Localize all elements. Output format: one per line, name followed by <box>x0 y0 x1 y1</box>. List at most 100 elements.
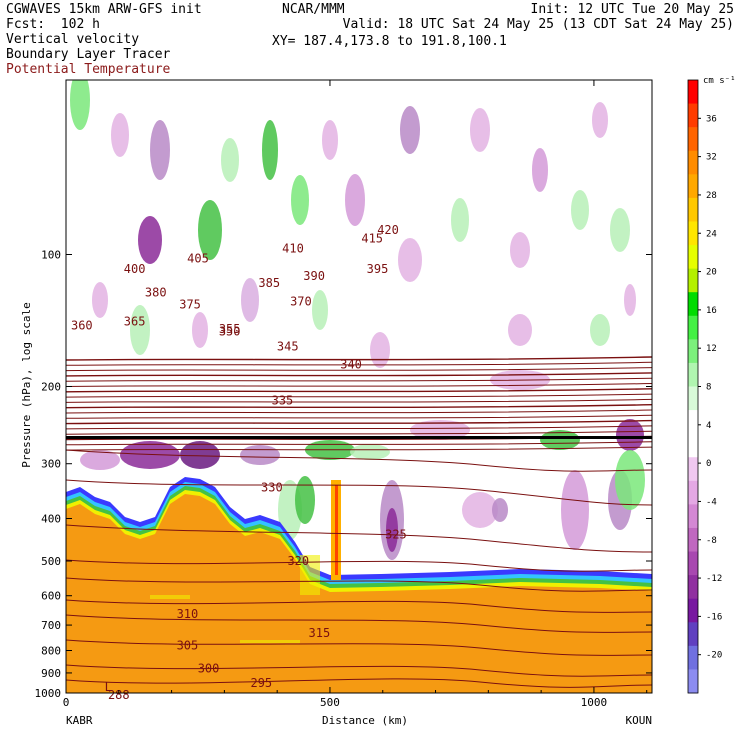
colorbar-label--16: -16 <box>706 612 722 622</box>
colorbar-units: cm s⁻¹ <box>703 76 736 86</box>
velocity-cell <box>180 441 220 469</box>
colorbar-label-0: 0 <box>706 459 711 469</box>
minimum-value: 288 <box>108 688 130 702</box>
colorbar-label-12: 12 <box>706 344 717 354</box>
theta-line <box>66 398 652 403</box>
colorbar-swatch <box>688 268 698 293</box>
velocity-cell <box>312 290 328 330</box>
valid-time: Valid: 18 UTC Sat 24 May 25 (13 CDT Sat … <box>342 17 734 32</box>
velocity-cell <box>221 138 239 182</box>
velocity-cell <box>451 198 469 242</box>
theta-line <box>66 678 652 688</box>
x-end-station: KOUN <box>626 714 653 727</box>
theta-line <box>66 419 652 425</box>
velocity-cell <box>610 208 630 252</box>
velocity-cell <box>111 113 129 157</box>
velocity-cell <box>624 284 636 316</box>
colorbar-swatch <box>688 197 698 222</box>
colorbar-swatch <box>688 80 698 105</box>
theta-label-345: 345 <box>277 339 299 353</box>
colorbar-label-24: 24 <box>706 229 717 239</box>
theta-line <box>66 414 652 419</box>
velocity-cell <box>92 282 108 318</box>
colorbar-swatch <box>688 622 698 647</box>
theta-label-330: 330 <box>261 481 283 495</box>
header-left: CGWAVES 15km ARW-GFS init Fcst: 102 h Ve… <box>6 2 202 77</box>
model-title: CGWAVES 15km ARW-GFS init <box>6 2 202 17</box>
field-layer <box>66 80 652 693</box>
field-potential-temperature: Potential Temperature <box>6 62 171 77</box>
theta-label-355: 355 <box>219 322 241 336</box>
theta-line <box>66 425 652 430</box>
colorbar-swatch <box>688 339 698 364</box>
cross-section-endpoints: XY= 187.4,173.8 to 191.8,100.1 <box>272 34 507 49</box>
field-vertical-velocity: Vertical velocity <box>6 32 140 47</box>
forecast-hour: Fcst: 102 h <box>6 17 100 32</box>
colorbar-label-36: 36 <box>706 114 717 124</box>
y-tick-label-800: 800 <box>41 645 61 658</box>
velocity-cell <box>615 450 645 510</box>
theta-line <box>66 559 652 572</box>
tracer-streak <box>150 595 190 599</box>
theta-label-340: 340 <box>340 357 362 371</box>
velocity-cell <box>532 148 548 192</box>
velocity-cell <box>590 314 610 346</box>
velocity-cell <box>592 102 608 138</box>
theta-line <box>66 372 652 377</box>
theta-label-320: 320 <box>287 554 309 568</box>
velocity-cell <box>540 430 580 450</box>
axes: 0 500 1000 100 200 300 400 500 600 700 800 900 1000 <box>35 80 652 709</box>
theta-label-310: 310 <box>177 607 199 621</box>
colorbar-label-16: 16 <box>706 306 717 316</box>
colorbar-swatch <box>688 315 698 340</box>
x-tick-label-500: 500 <box>320 696 340 709</box>
theta-line <box>66 639 652 656</box>
velocity-cell <box>322 120 338 160</box>
theta-line <box>66 524 652 553</box>
y-tick-label-100: 100 <box>41 248 61 261</box>
theta-label-420: 420 <box>377 223 399 237</box>
velocity-cell <box>571 190 589 230</box>
colorbar-swatch <box>688 598 698 623</box>
velocity-cell <box>508 314 532 346</box>
theta-label-325: 325 <box>385 527 407 541</box>
tropopause-line <box>66 436 652 439</box>
velocity-cell <box>510 232 530 268</box>
y-tick-label-500: 500 <box>41 555 61 568</box>
theta-label-295: 295 <box>250 676 272 690</box>
tracer-streak <box>240 640 300 643</box>
theta-contours <box>66 356 652 688</box>
colorbar-label-32: 32 <box>706 153 717 163</box>
theta-line <box>66 479 652 506</box>
colorbar-swatch <box>688 669 698 694</box>
colorbar-swatch <box>688 292 698 317</box>
init-time: Init: 12 UTC Tue 20 May 25 <box>530 2 735 17</box>
theta-line <box>66 599 652 613</box>
colorbar-swatch <box>688 362 698 387</box>
colorbar-swatch <box>688 457 698 482</box>
y-axis-label: Pressure (hPa), log scale <box>20 302 33 468</box>
velocity-cell <box>295 476 315 524</box>
colorbar-swatch <box>688 245 698 270</box>
theta-line <box>66 614 652 633</box>
colorbar-label--20: -20 <box>706 651 722 661</box>
colorbar-swatch <box>688 221 698 246</box>
theta-label-385: 385 <box>258 276 280 290</box>
colorbar-swatch <box>688 551 698 576</box>
theta-label-415: 415 <box>361 232 383 246</box>
theta-label-360: 360 <box>71 318 93 332</box>
x-start-station: KABR <box>66 714 93 727</box>
colorbar-swatch <box>688 150 698 175</box>
colorbar-swatch <box>688 527 698 553</box>
colorbar-swatch <box>688 504 698 529</box>
theta-label-350: 350 <box>219 325 241 339</box>
colorbar-swatch <box>688 480 698 505</box>
colorbar-label-4: 4 <box>706 421 711 431</box>
colorbar-swatch <box>688 127 698 152</box>
velocity-cell <box>561 470 589 550</box>
theta-line <box>66 446 652 451</box>
theta-label-335: 335 <box>272 393 294 407</box>
velocity-cell <box>80 450 120 470</box>
theta-label-390: 390 <box>303 269 325 283</box>
theta-line <box>66 361 652 366</box>
